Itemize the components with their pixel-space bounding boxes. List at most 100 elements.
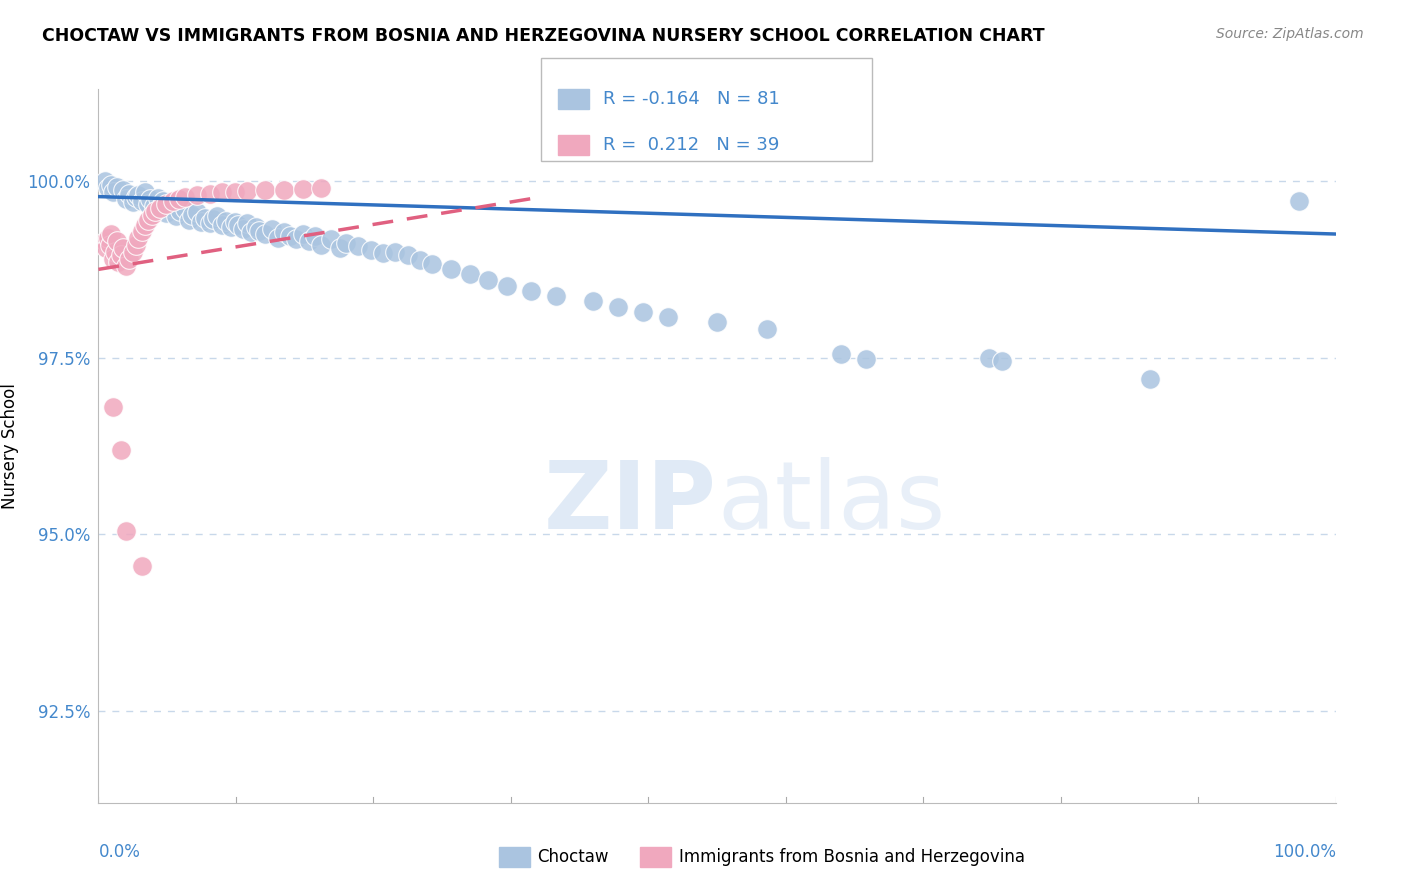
Point xyxy=(165,210,187,224)
Point xyxy=(384,244,406,259)
Point xyxy=(855,352,877,367)
Text: atlas: atlas xyxy=(717,457,945,549)
Point xyxy=(1139,372,1161,386)
Point xyxy=(186,205,208,219)
Point xyxy=(110,442,132,457)
Point xyxy=(100,227,122,241)
Point xyxy=(422,257,444,271)
Point xyxy=(215,213,238,227)
Point xyxy=(409,253,432,268)
Point xyxy=(582,294,605,309)
Point xyxy=(155,206,177,220)
Point xyxy=(335,236,357,251)
Point xyxy=(1288,194,1310,208)
Point xyxy=(97,181,120,195)
Point xyxy=(232,222,254,236)
Point xyxy=(103,185,125,199)
Point xyxy=(247,223,270,237)
Point xyxy=(136,196,159,211)
Point xyxy=(118,186,141,201)
Point xyxy=(360,244,382,258)
Point xyxy=(198,186,221,201)
Point xyxy=(194,211,217,225)
Point xyxy=(103,244,125,259)
Y-axis label: Nursery School: Nursery School xyxy=(1,383,18,509)
Point xyxy=(495,278,517,293)
Point xyxy=(105,179,128,194)
Point xyxy=(267,230,290,244)
Point xyxy=(520,284,543,298)
Point xyxy=(198,216,221,230)
Point xyxy=(131,194,153,208)
Text: R =  0.212   N = 39: R = 0.212 N = 39 xyxy=(603,136,779,154)
Point xyxy=(319,232,342,246)
Point xyxy=(131,559,153,574)
Point xyxy=(174,189,197,203)
Text: ZIP: ZIP xyxy=(544,457,717,549)
Point xyxy=(347,239,370,253)
Point xyxy=(304,229,326,244)
Point xyxy=(278,229,301,244)
Point xyxy=(224,215,246,229)
Point xyxy=(124,237,146,252)
Point xyxy=(309,181,332,195)
Point xyxy=(226,218,249,232)
Point xyxy=(260,222,283,236)
Point xyxy=(143,203,166,218)
Point xyxy=(174,202,197,217)
Point xyxy=(93,234,115,248)
Point xyxy=(657,310,679,324)
Point xyxy=(607,300,630,314)
Point xyxy=(546,288,568,302)
Text: 0.0%: 0.0% xyxy=(98,843,141,861)
Point xyxy=(440,262,463,277)
Point xyxy=(141,208,163,222)
Point xyxy=(122,244,145,259)
Point xyxy=(219,219,242,234)
Point xyxy=(236,184,259,198)
Point xyxy=(149,201,172,215)
Point xyxy=(114,259,136,273)
Point xyxy=(98,237,121,252)
Point xyxy=(159,196,181,211)
Point xyxy=(143,199,166,213)
Point xyxy=(273,225,295,239)
Point xyxy=(107,255,129,269)
Point xyxy=(118,252,141,266)
Point xyxy=(631,305,654,319)
Point xyxy=(122,195,145,210)
Point xyxy=(93,174,115,188)
Point xyxy=(477,273,499,287)
Point xyxy=(103,400,125,414)
Point xyxy=(205,210,228,224)
Point xyxy=(329,241,352,255)
Point xyxy=(134,185,156,199)
Point xyxy=(298,234,321,248)
Point xyxy=(309,237,332,252)
Text: R = -0.164   N = 81: R = -0.164 N = 81 xyxy=(603,90,780,108)
Point xyxy=(291,227,314,241)
Point xyxy=(103,252,125,266)
Text: Source: ZipAtlas.com: Source: ZipAtlas.com xyxy=(1216,27,1364,41)
Point xyxy=(285,232,308,246)
Text: 100.0%: 100.0% xyxy=(1272,843,1336,861)
Point xyxy=(371,246,394,260)
Point xyxy=(112,241,135,255)
Point xyxy=(112,182,135,196)
Point xyxy=(190,215,212,229)
Point xyxy=(124,189,146,203)
Point xyxy=(114,524,136,538)
Point xyxy=(755,322,778,336)
Point xyxy=(155,196,177,211)
Point xyxy=(291,182,314,196)
Point xyxy=(127,230,149,244)
Point xyxy=(396,248,419,262)
Point xyxy=(706,315,728,329)
Point xyxy=(134,218,156,232)
Point xyxy=(979,351,1001,365)
Point xyxy=(131,223,153,237)
Point xyxy=(202,212,225,227)
Point xyxy=(97,230,120,244)
Point xyxy=(186,188,208,202)
Point xyxy=(239,225,262,239)
